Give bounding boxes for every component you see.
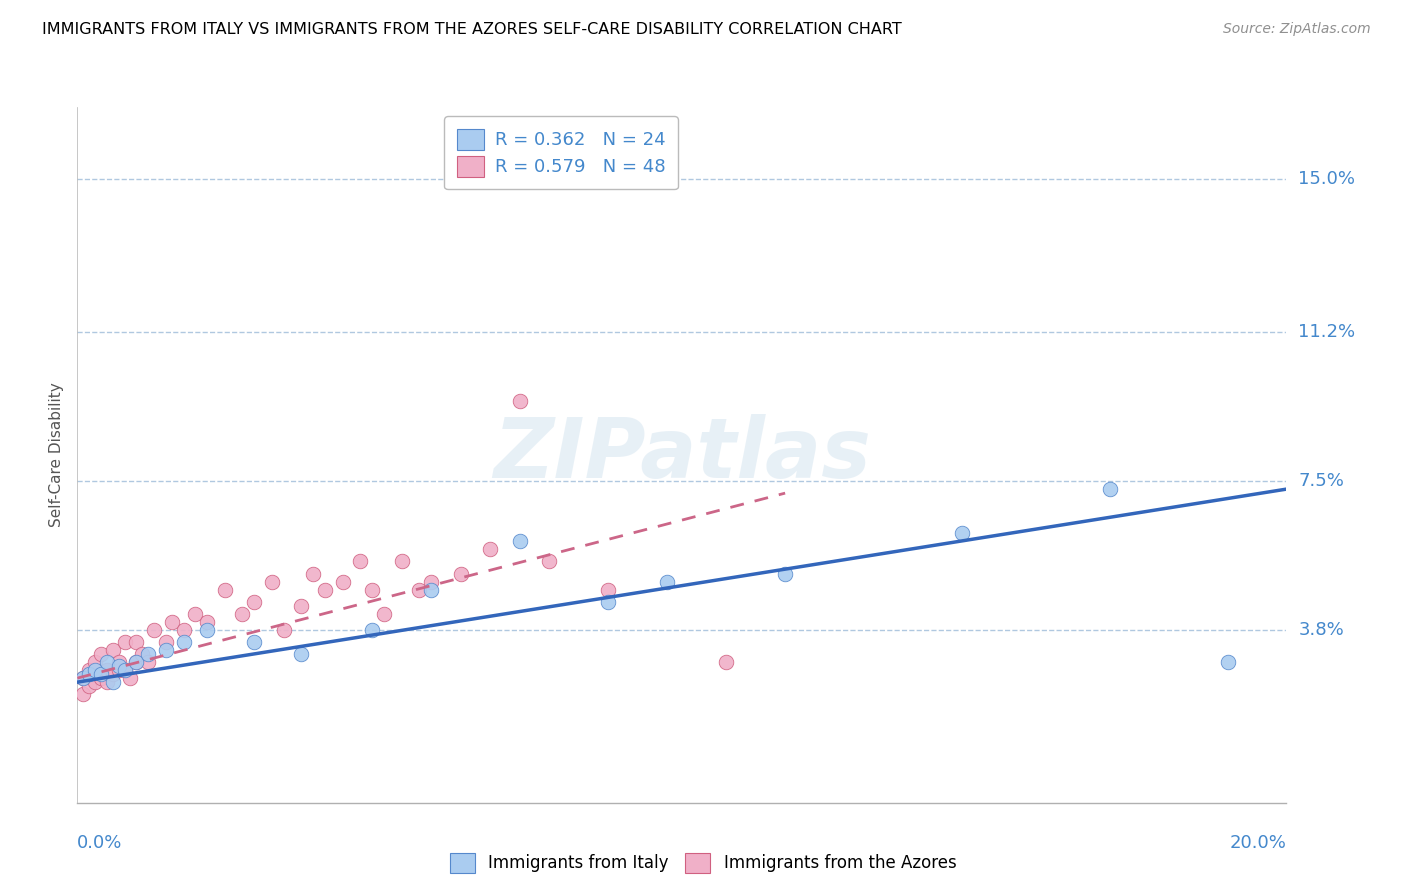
Point [290,599,312,613]
Text: ZIPatlas: ZIPatlas [494,415,870,495]
Text: 15.0%: 15.0% [1298,170,1355,188]
Point [173,635,195,649]
Text: 3.8%: 3.8% [1298,621,1344,639]
Point [479,542,502,557]
Point [173,623,195,637]
Point [420,574,443,589]
Point [131,647,153,661]
Point [598,582,620,597]
Text: Source: ZipAtlas.com: Source: ZipAtlas.com [1223,22,1371,37]
Point [214,582,236,597]
Point [114,663,136,677]
Point [90,667,112,681]
Point [290,647,312,661]
Point [84,675,107,690]
Point [160,615,183,629]
Text: IMMIGRANTS FROM ITALY VS IMMIGRANTS FROM THE AZORES SELF-CARE DISABILITY CORRELA: IMMIGRANTS FROM ITALY VS IMMIGRANTS FROM… [42,22,901,37]
Text: 0.0%: 0.0% [77,834,122,852]
Point [273,623,295,637]
Point [538,554,561,568]
Point [243,595,266,609]
Y-axis label: Self-Care Disability: Self-Care Disability [49,383,65,527]
Point [143,623,166,637]
Point [101,667,124,681]
Point [420,582,443,597]
Point [107,659,129,673]
Point [509,534,531,549]
Text: 7.5%: 7.5% [1298,472,1344,490]
Point [84,663,107,677]
Point [101,675,124,690]
Point [136,655,159,669]
Point [120,671,142,685]
Point [72,671,94,685]
Point [314,582,336,597]
Point [107,655,129,669]
Legend: Immigrants from Italy, Immigrants from the Azores: Immigrants from Italy, Immigrants from t… [443,847,963,880]
Point [90,647,112,661]
Point [243,635,266,649]
Point [509,393,531,408]
Point [361,582,384,597]
Point [77,679,100,693]
Point [155,643,177,657]
Point [114,663,136,677]
Point [1098,482,1121,496]
Point [373,607,395,621]
Point [77,663,100,677]
Point [101,643,124,657]
Text: 11.2%: 11.2% [1298,323,1355,342]
Point [950,526,973,541]
Point [96,655,118,669]
Point [361,623,384,637]
Point [96,663,118,677]
Point [332,574,354,589]
Point [1216,655,1239,669]
Legend: R = 0.362   N = 24, R = 0.579   N = 48: R = 0.362 N = 24, R = 0.579 N = 48 [444,116,678,189]
Point [773,566,796,581]
Point [125,635,148,649]
Point [107,663,129,677]
Point [231,607,253,621]
Point [125,655,148,669]
Text: 20.0%: 20.0% [1230,834,1286,852]
Point [302,566,325,581]
Point [349,554,371,568]
Point [450,566,472,581]
Point [195,615,218,629]
Point [96,675,118,690]
Point [136,647,159,661]
Point [598,595,620,609]
Point [77,667,100,681]
Point [114,635,136,649]
Point [260,574,283,589]
Point [72,671,94,685]
Point [714,655,737,669]
Point [125,655,148,669]
Point [72,687,94,701]
Point [155,635,177,649]
Point [391,554,413,568]
Point [84,655,107,669]
Point [184,607,207,621]
Point [90,671,112,685]
Point [195,623,218,637]
Point [408,582,430,597]
Point [657,574,679,589]
